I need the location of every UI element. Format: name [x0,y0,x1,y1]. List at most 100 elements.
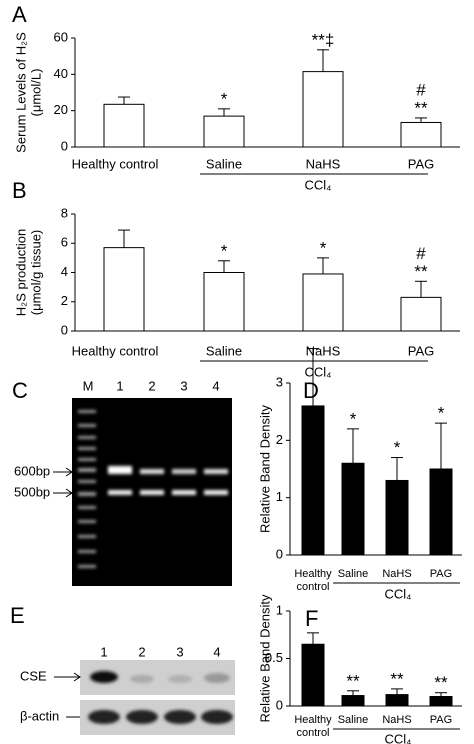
lane-label: 1 [116,378,123,393]
bar [301,643,325,707]
bar [400,296,442,332]
y-tick-label: 0 [276,697,283,712]
x-tick-label: Healthy [294,714,332,726]
x-tick-label: Saline [206,343,242,358]
lane-label: M [83,378,94,393]
y-tick-label: 40 [54,66,68,81]
significance-mark: # [416,80,426,99]
bar [103,247,145,332]
bar [341,462,365,556]
bar [385,479,409,556]
marker-arrow [53,467,73,498]
y-tick-label: 8 [61,205,68,220]
bar [385,694,409,707]
y-axis-label: Relative Band Density [257,405,272,533]
bar [301,405,325,556]
x-tick-label: Healthy control [72,156,159,171]
bar [203,115,245,148]
significance-mark: * [350,409,357,428]
blot-e: E 1 2 3 4 CSE β-actin [10,603,235,735]
significance-mark: # [416,244,426,263]
gel-lane-labels: M 1 2 3 4 [83,378,220,393]
y-axis-label: (μmol/L) [28,69,43,117]
group-label: CCl₄ [385,586,412,601]
y-tick-label: 1 [276,602,283,617]
x-tick-label: NaHS [306,156,341,171]
significance-mark: ** [390,669,404,688]
y-tick-label: 20 [54,102,68,117]
y-tick-label: 1 [276,489,283,504]
x-tick-label: Healthy control [72,343,159,358]
x-tick-label: Saline [206,156,242,171]
significance-mark: ** [414,262,428,281]
ladder [78,410,96,568]
bar [429,696,453,707]
x-tick-label: NaHS [382,568,411,580]
gel-c: C M 1 2 3 4 600bp 500b [12,378,232,586]
marker-label: 600bp [14,463,50,478]
y-tick-label: 0 [61,138,68,153]
significance-mark: * [221,241,228,260]
y-tick-label: 6 [61,235,68,250]
blot-bands [90,671,230,683]
y-tick-label: 60 [54,29,68,44]
x-tick-label: Saline [338,568,369,580]
x-tick-label: control [296,581,329,593]
bar [429,468,453,556]
panel-letter: D [303,378,319,403]
lane-label: 4 [212,378,219,393]
y-tick-label: 0 [61,322,68,337]
panel-letter: C [12,378,28,403]
group-label: CCl₄ [305,177,332,192]
lane-label: 2 [138,644,145,659]
x-tick-label: PAG [408,343,435,358]
significance-mark: * [221,89,228,108]
group-label: CCl₄ [305,364,332,379]
panel-letter: F [305,606,318,631]
row-label: β-actin [20,708,59,723]
marker-label: 500bp [14,484,50,499]
x-tick-label: PAG [430,568,452,580]
bar [400,121,442,148]
x-tick-label: NaHS [382,714,411,726]
panel-letter: A [12,2,27,27]
lane-label: 3 [176,644,183,659]
lane-label: 1 [100,644,107,659]
x-tick-label: PAG [408,156,435,171]
y-axis-label: Serum Levels of H₂S [13,32,28,153]
row-arrow [54,672,81,718]
bar [341,695,365,707]
significance-mark: ** [414,98,428,117]
group-label: CCl₄ [385,731,412,744]
y-tick-label: 3 [276,374,283,389]
bar [203,272,245,332]
x-tick-label: control [296,727,329,739]
y-tick-label: 4 [61,264,68,279]
y-axis-label: H₂S production [13,229,28,316]
x-tick-label: Saline [338,714,369,726]
blot-bands [88,710,233,724]
lane-label: 4 [213,644,220,659]
y-axis-label: Relative Band Density [257,594,272,722]
x-tick-label: Healthy [294,568,332,580]
lane-label: 2 [148,378,155,393]
y-tick-label: 0 [276,546,283,561]
significance-mark: * [438,404,445,423]
bar [302,273,344,332]
bar [103,103,145,148]
y-tick-label: 2 [276,432,283,447]
significance-mark: ** [346,671,360,690]
lane-label: 3 [180,378,187,393]
y-tick-label: 0.5 [265,650,283,665]
bar [302,71,344,148]
x-tick-label: NaHS [306,343,341,358]
x-tick-label: PAG [430,714,452,726]
row-label: CSE [20,668,47,683]
significance-mark: * [320,238,327,257]
panel-letter: B [12,178,27,203]
y-axis-label: (μmol/g tissue) [28,230,43,316]
significance-mark: **‡ [312,30,335,49]
y-tick-label: 2 [61,293,68,308]
significance-mark: * [394,438,401,457]
